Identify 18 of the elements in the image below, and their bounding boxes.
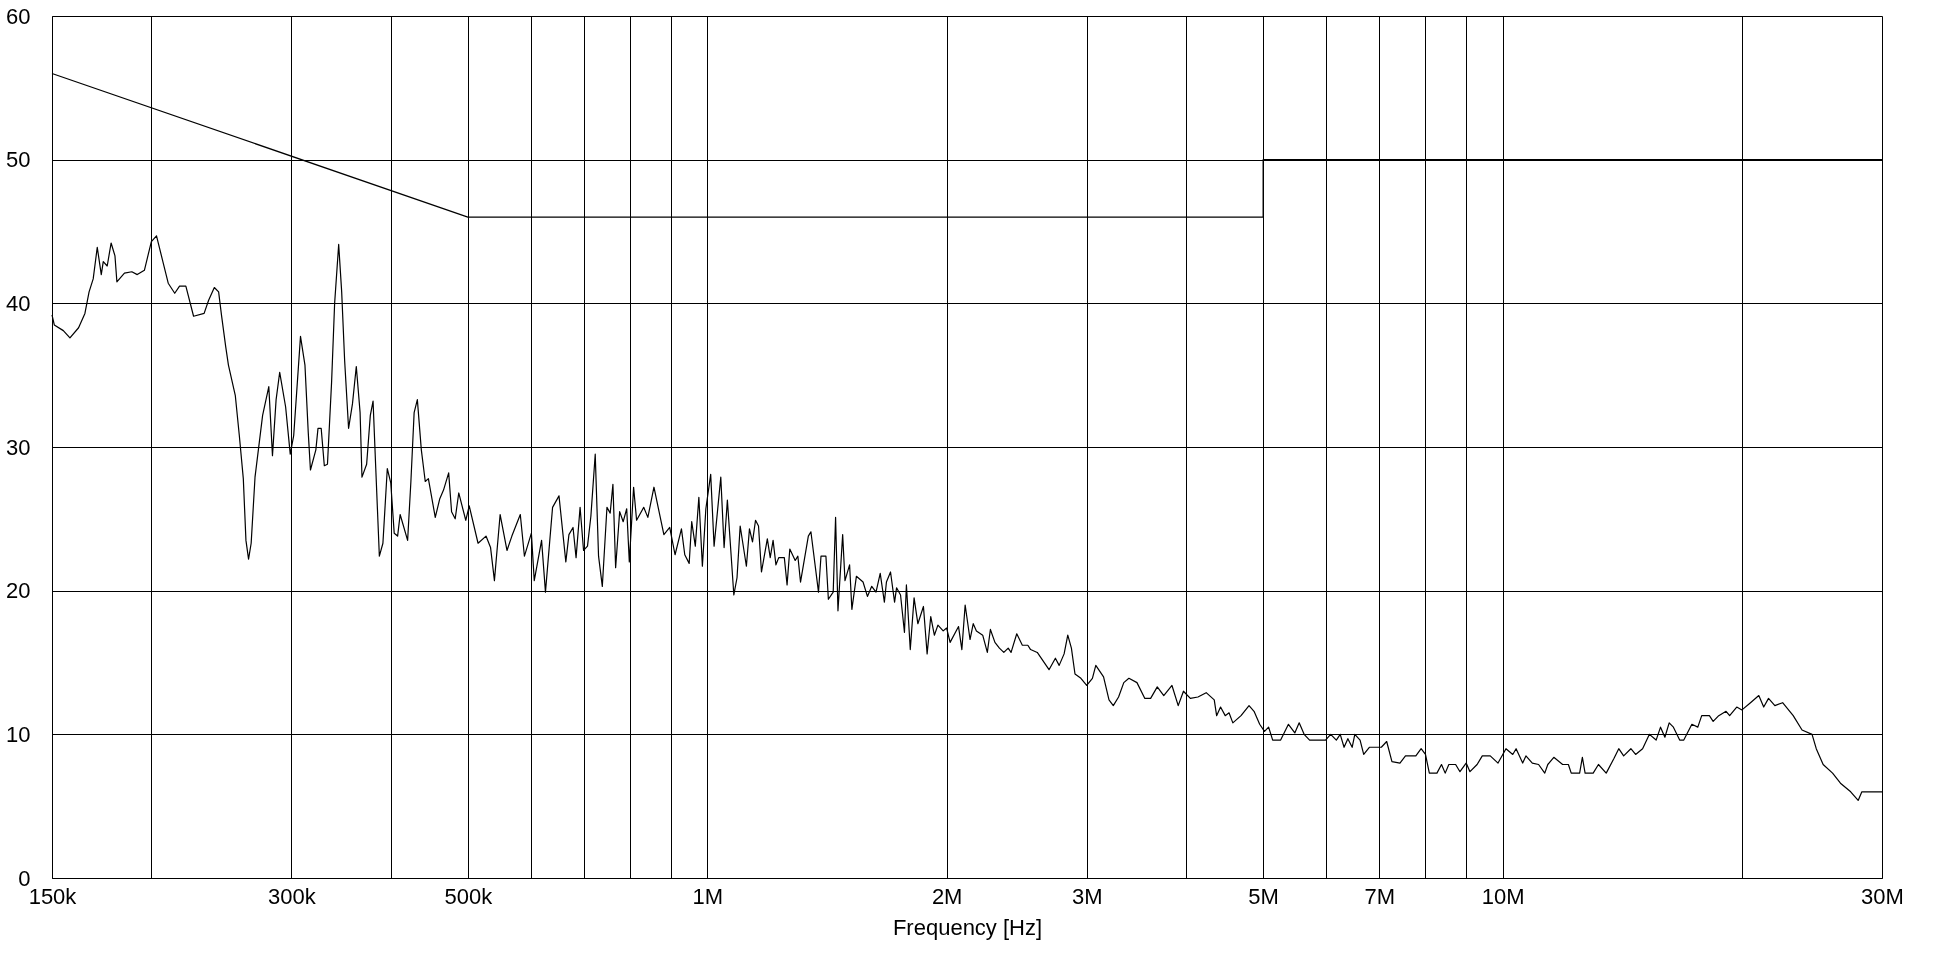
- y-tick-label: 40: [6, 290, 31, 316]
- y-tick-label: 20: [6, 578, 31, 604]
- y-tick-label: 10: [6, 721, 31, 747]
- y-tick-label: 60: [6, 3, 31, 29]
- y-tick-label: 50: [6, 147, 31, 173]
- y-tick-label: 0: [18, 865, 31, 891]
- x-tick-label: 500k: [444, 883, 494, 909]
- x-tick-label: 30M: [1861, 883, 1904, 909]
- x-tick-label: 3M: [1071, 883, 1103, 909]
- x-tick-label: 150k: [28, 883, 78, 909]
- x-tick-label: 1M: [692, 883, 724, 909]
- x-tick-label: 300k: [268, 883, 317, 909]
- x-axis-title: Frequency [Hz]: [892, 914, 1043, 940]
- x-tick-label: 7M: [1364, 883, 1396, 909]
- x-tick-label: 10M: [1481, 883, 1525, 909]
- x-tick-label: 2M: [931, 883, 963, 909]
- y-tick-label: 30: [6, 434, 31, 460]
- x-tick-label: 5M: [1248, 883, 1279, 909]
